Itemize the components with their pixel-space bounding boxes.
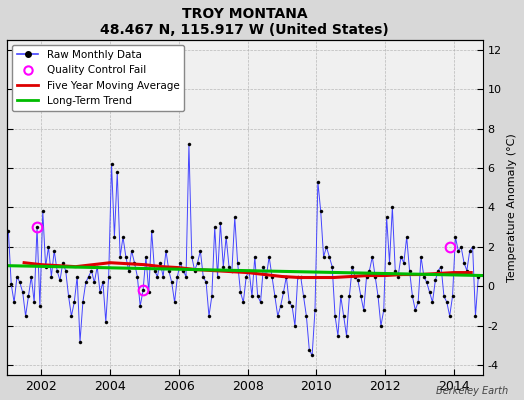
Y-axis label: Temperature Anomaly (°C): Temperature Anomaly (°C) — [507, 133, 517, 282]
Legend: Raw Monthly Data, Quality Control Fail, Five Year Moving Average, Long-Term Tren: Raw Monthly Data, Quality Control Fail, … — [12, 45, 184, 111]
Title: TROY MONTANA
48.467 N, 115.917 W (United States): TROY MONTANA 48.467 N, 115.917 W (United… — [101, 7, 389, 37]
Text: Berkeley Earth: Berkeley Earth — [436, 386, 508, 396]
